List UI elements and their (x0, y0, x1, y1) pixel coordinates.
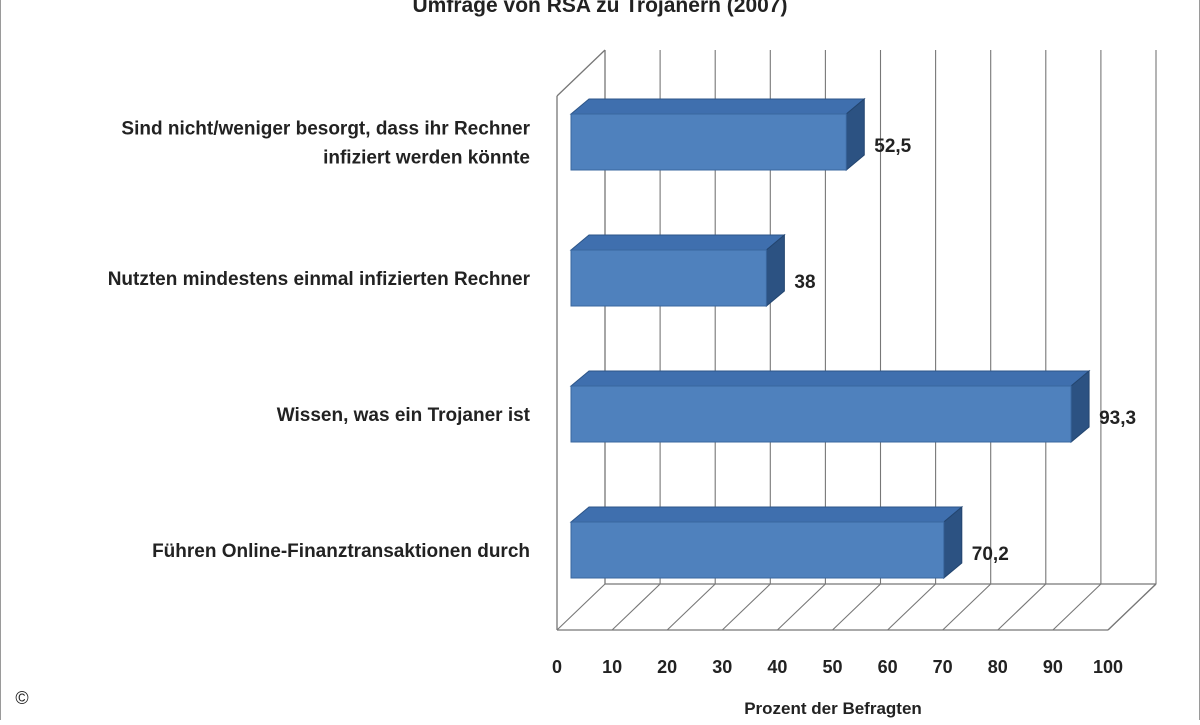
chart-title: Umfrage von RSA zu Trojanern (2007) (413, 0, 788, 17)
gridline-floor-20 (666, 583, 716, 631)
gridline-floor-0 (556, 583, 606, 631)
x-tick-60: 60 (878, 657, 898, 677)
x-tick-90: 90 (1043, 657, 1063, 677)
x-tick-10: 10 (602, 657, 622, 677)
category-label-line: infiziert werden könnte (323, 148, 530, 169)
gridline-floor-10 (611, 583, 661, 631)
bar-front-3 (570, 385, 1072, 443)
bar-top-1 (569, 98, 866, 115)
category-label-1: Sind nicht/weniger besorgt, dass ihr Rec… (121, 119, 530, 169)
x-tick-30: 30 (712, 657, 732, 677)
bars: 52,5 38 93,3 70,2 (569, 97, 1136, 580)
bar-top-4 (569, 506, 964, 523)
bar-front-1 (570, 113, 847, 171)
category-label-2: Nutzten mindestens einmal infizierten Re… (108, 269, 531, 290)
copyright-icon: © (15, 688, 29, 708)
bar-2: 38 (569, 233, 816, 308)
gridline-floor-70 (942, 583, 992, 631)
x-tick-70: 70 (933, 657, 953, 677)
bar-front-2 (570, 249, 767, 307)
category-label-3: Wissen, was ein Trojaner ist (277, 405, 531, 426)
gridline-floor-50 (832, 583, 881, 631)
x-tick-50: 50 (822, 657, 842, 677)
bar-top-3 (569, 370, 1091, 387)
x-tick-80: 80 (988, 657, 1008, 677)
gridline-floor-30 (721, 583, 771, 631)
wall-left-top (556, 49, 606, 97)
x-tick-20: 20 (657, 657, 677, 677)
gridline-floor-40 (777, 583, 826, 631)
category-label-line: Sind nicht/weniger besorgt, dass ihr Rec… (121, 119, 530, 140)
category-label-line: Nutzten mindestens einmal infizierten Re… (108, 269, 531, 290)
bar-value-label-3: 93,3 (1099, 408, 1136, 429)
category-labels: Sind nicht/weniger besorgt, dass ihr Rec… (108, 119, 531, 563)
bar-3: 93,3 (569, 369, 1136, 444)
gridline-floor-100 (1107, 583, 1157, 631)
x-tick-100: 100 (1093, 657, 1123, 677)
bar-value-label-1: 52,5 (874, 136, 911, 157)
category-label-4: Führen Online-Finanztransaktionen durch (152, 541, 530, 562)
bar-value-label-4: 70,2 (972, 544, 1009, 565)
x-tick-40: 40 (767, 657, 787, 677)
bar-front-4 (570, 521, 945, 579)
gridline-floor-90 (1052, 583, 1102, 631)
x-tick-labels: 0 10 20 30 40 50 60 70 80 90 100 (552, 657, 1123, 677)
x-axis-label: Prozent der Befragten (744, 699, 922, 718)
frame-left-border (0, 0, 1, 720)
category-label-line: Wissen, was ein Trojaner ist (277, 405, 531, 426)
gridline-floor-60 (887, 583, 936, 631)
bar-value-label-2: 38 (794, 272, 815, 293)
bar-4: 70,2 (569, 505, 1009, 580)
gridline-floor-80 (997, 583, 1047, 631)
bar-1: 52,5 (569, 97, 912, 172)
category-label-line: Führen Online-Finanztransaktionen durch (152, 541, 530, 562)
bar-top-2 (569, 234, 786, 251)
x-tick-0: 0 (552, 657, 562, 677)
